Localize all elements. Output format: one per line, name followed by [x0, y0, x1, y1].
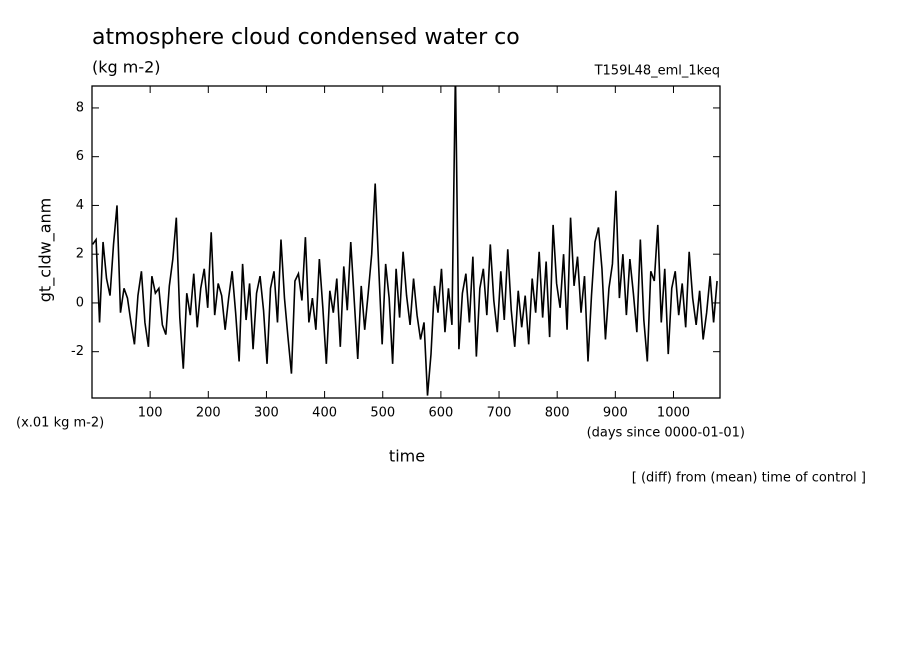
x-tick-label: 1000: [657, 406, 690, 421]
x-tick-label: 800: [545, 406, 570, 421]
x-tick-label: 700: [487, 406, 512, 421]
y-tick-label: 0: [76, 295, 84, 310]
y-units: (x.01 kg m-2): [16, 416, 104, 431]
y-tick-label: -2: [71, 344, 84, 359]
run-label: T159L48_eml_1keq: [594, 64, 720, 79]
data-line: [92, 86, 718, 396]
y-tick-label: 2: [76, 247, 84, 262]
x-tick-label: 600: [428, 406, 453, 421]
x-tick-label: 900: [603, 406, 628, 421]
chart-subtitle: (kg m-2): [92, 58, 161, 77]
x-tick-label: 400: [312, 406, 337, 421]
x-tick-label: 200: [196, 406, 221, 421]
x-tick-label: 500: [370, 406, 395, 421]
y-tick-label: 8: [76, 100, 84, 115]
x-tick-label: 300: [254, 406, 279, 421]
note: [ (diff) from (mean) time of control ]: [632, 471, 866, 486]
y-tick-label: 6: [76, 149, 84, 164]
x-units: (days since 0000-01-01): [587, 426, 745, 441]
x-axis-label: time: [389, 447, 425, 466]
chart-title: atmosphere cloud condensed water co: [92, 25, 520, 50]
y-tick-label: 4: [76, 198, 84, 213]
y-axis-label: gt_cldw_anm: [36, 198, 56, 302]
plot-frame: [91, 85, 721, 399]
x-tick-label: 100: [138, 406, 163, 421]
